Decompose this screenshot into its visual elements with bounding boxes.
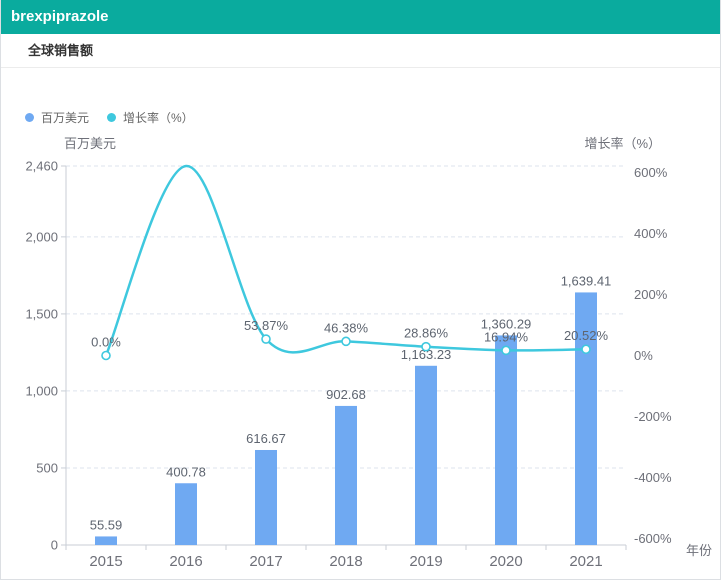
bar-value-label: 1,360.29 (481, 316, 532, 331)
line-point-2015[interactable] (101, 350, 111, 361)
legend-label: 增长率（%） (123, 111, 194, 125)
line-value-label: 46.38% (324, 320, 369, 335)
line-point-2021[interactable] (581, 344, 591, 355)
x-tick-label: 2021 (569, 553, 602, 570)
line-value-label: 53.87% (244, 318, 289, 333)
line-point-2019[interactable] (421, 341, 431, 352)
line-value-label: 0.0% (91, 335, 121, 350)
section-header: 全球销售额 (1, 34, 720, 68)
bar-2016[interactable] (175, 483, 197, 545)
x-tick-label: 2016 (169, 553, 202, 570)
section-title: 全球销售额 (28, 43, 94, 58)
y-right-tick-label: 0% (634, 348, 653, 363)
y-left-tick-label: 0 (51, 538, 58, 553)
bar-2017[interactable] (255, 449, 277, 545)
legend-item-sales[interactable]: 百万美元 (25, 109, 89, 126)
bar-value-label: 616.67 (246, 431, 286, 446)
line-point-2017[interactable] (261, 334, 271, 344)
line-value-label: 16.94% (484, 329, 529, 344)
x-tick-label: 2019 (409, 553, 442, 570)
bar-2019[interactable] (415, 365, 437, 545)
y-left-axis-name: 百万美元 (64, 136, 116, 151)
legend-label: 百万美元 (41, 111, 90, 125)
y-left-tick-label: 1,500 (25, 306, 58, 321)
window-header: brexpiprazole (1, 0, 720, 34)
bar-2015[interactable] (95, 536, 117, 545)
bar-2020[interactable] (495, 335, 517, 545)
bar-value-label: 1,639.41 (561, 273, 612, 288)
y-right-tick-label: -400% (634, 470, 672, 485)
bar-2021[interactable] (575, 292, 597, 545)
line-point-2018[interactable] (341, 336, 351, 347)
x-tick-label: 2018 (329, 553, 362, 570)
x-tick-label: 2017 (249, 553, 282, 570)
legend-item-growth[interactable]: 增长率（%） (107, 109, 194, 126)
line-value-label: 20.52% (564, 328, 609, 343)
y-right-tick-label: 600% (634, 165, 668, 180)
bar-2018[interactable] (335, 405, 357, 545)
chart-legend: 百万美元 增长率（%） (25, 109, 194, 126)
y-right-tick-label: -200% (634, 409, 672, 424)
x-axis-name: 年份 (686, 543, 712, 558)
growth-line-series[interactable] (104, 164, 588, 357)
y-left-tick-label: 2,460 (25, 159, 58, 174)
y-right-tick-label: 400% (634, 226, 668, 241)
bar-value-label: 55.59 (90, 517, 123, 532)
x-tick-label: 2015 (89, 553, 122, 570)
sales-chart: 0 500 1,000 1,500 2,000 2,460 -600% -400% -200% 0… (25, 136, 712, 570)
growth-legend-dot-icon (107, 113, 117, 122)
x-tick-label: 2020 (489, 553, 522, 570)
y-right-tick-label: -600% (634, 531, 672, 546)
chart-area: 百万美元 增长率（%） 0 500 1,000 1,500 2,000 2,460 -600… (1, 68, 720, 579)
window-title: brexpiprazole (11, 8, 109, 25)
y-right-tick-label: 200% (634, 287, 668, 302)
y-right-axis-name: 增长率（%） (584, 136, 661, 151)
bar-value-label: 902.68 (326, 387, 366, 402)
bar-value-label: 400.78 (166, 464, 206, 479)
line-point-2020[interactable] (501, 345, 511, 356)
y-left-tick-label: 500 (36, 460, 58, 475)
bar-value-label: 1,163.23 (401, 347, 452, 362)
y-left-tick-label: 2,000 (25, 229, 58, 244)
y-left-tick-label: 1,000 (25, 383, 58, 398)
sales-legend-dot-icon (25, 113, 34, 122)
line-value-label: 28.86% (404, 326, 449, 341)
